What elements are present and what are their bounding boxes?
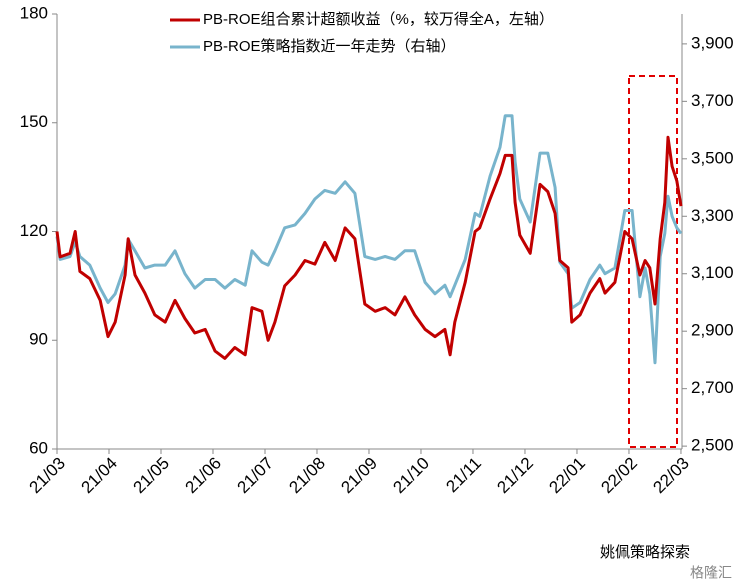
source-logo: 格隆汇 xyxy=(690,565,732,581)
y2-tick-label: 3,500 xyxy=(691,148,734,167)
y2-tick-label: 3,700 xyxy=(691,91,734,110)
x-tick-label: 22/02 xyxy=(597,454,641,498)
y-tick-label: 90 xyxy=(29,330,48,349)
y2-tick-label: 3,100 xyxy=(691,263,734,282)
x-tick-label: 21/12 xyxy=(493,454,537,498)
y-tick-label: 150 xyxy=(20,112,48,131)
legend-label: PB-ROE策略指数近一年走势（右轴） xyxy=(203,38,456,55)
y-tick-label: 120 xyxy=(20,221,48,240)
y-tick-label: 180 xyxy=(20,3,48,22)
series-line xyxy=(55,135,683,360)
legend-label: PB-ROE组合累计超额收益（%，较万得全A，左轴） xyxy=(203,10,554,28)
x-tick-label: 21/11 xyxy=(442,454,485,497)
x-tick-label: 22/03 xyxy=(649,454,693,498)
x-tick-label: 21/09 xyxy=(337,454,381,498)
x-tick-label: 22/01 xyxy=(545,454,589,498)
x-tick-label: 21/03 xyxy=(25,454,69,498)
watermark: 姚佩策略探索 xyxy=(600,544,690,561)
x-tick-label: 21/08 xyxy=(285,454,329,498)
x-tick-label: 21/06 xyxy=(181,454,225,498)
series-line xyxy=(55,114,683,365)
x-tick-label: 21/07 xyxy=(233,454,277,498)
y2-tick-label: 3,300 xyxy=(691,206,734,225)
y2-tick-label: 2,900 xyxy=(691,321,734,340)
highlight-box xyxy=(628,75,678,448)
x-tick-label: 21/04 xyxy=(77,454,121,498)
y2-tick-label: 2,500 xyxy=(691,436,734,455)
x-tick-label: 21/05 xyxy=(129,454,173,498)
y2-tick-label: 3,900 xyxy=(691,33,734,52)
y-tick-label: 60 xyxy=(29,438,48,457)
x-tick-label: 21/10 xyxy=(389,454,433,498)
y2-tick-label: 2,700 xyxy=(691,378,734,397)
